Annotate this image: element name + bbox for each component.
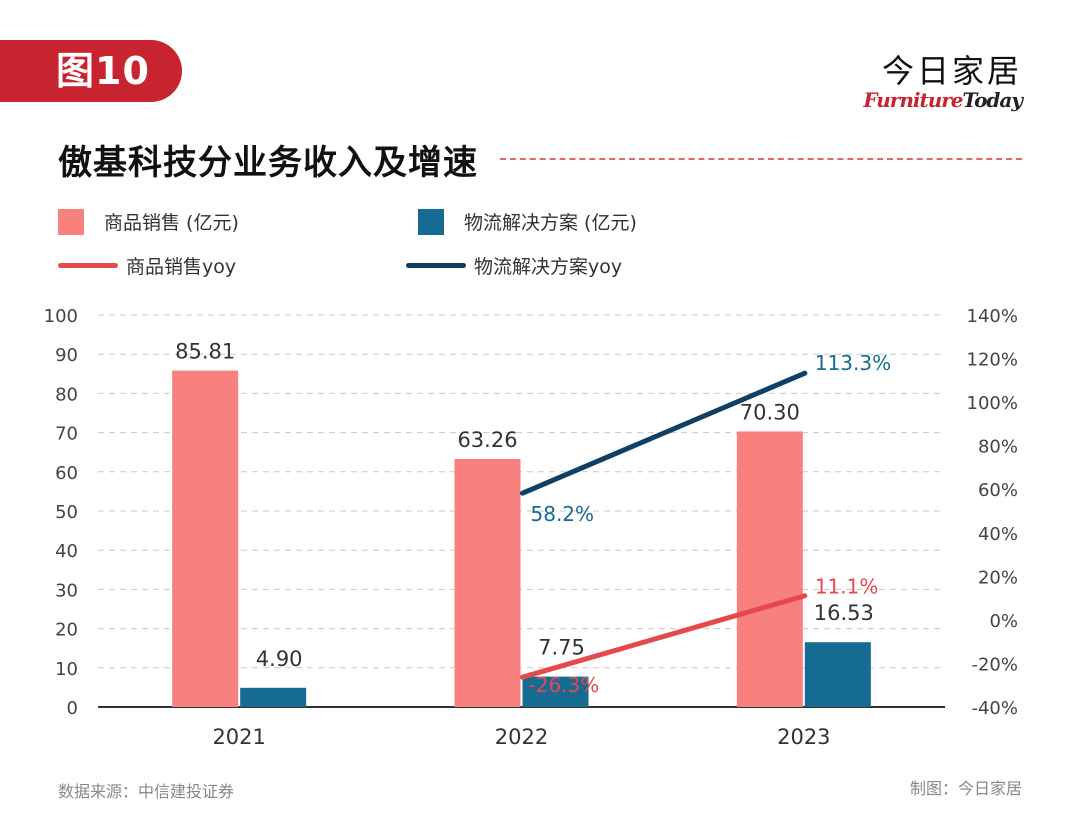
y-left-tick-label: 30 xyxy=(55,580,78,601)
bar-value-label-sales: 63.26 xyxy=(457,428,517,452)
bar-logistics xyxy=(804,642,871,707)
bar-sales xyxy=(172,370,239,707)
legend-label-logistics-yoy: 物流解决方案yoy xyxy=(474,256,623,278)
bar-value-label-sales: 85.81 xyxy=(175,340,235,364)
y-right-tick-label: 140% xyxy=(967,306,1018,327)
y-right-tick-label: -40% xyxy=(971,698,1018,719)
brand-logo-part-2: Today xyxy=(962,88,1023,112)
y-left-tick-label: 60 xyxy=(55,463,78,484)
line-value-label-logistics-yoy: 58.2% xyxy=(531,502,595,526)
legend-line-logistics xyxy=(406,263,466,268)
legend-swatch-sales xyxy=(58,208,84,235)
bar-logistics xyxy=(240,687,307,707)
legend-label-sales-yoy: 商品销售yoy xyxy=(126,256,237,278)
y-left-tick-label: 100 xyxy=(44,306,78,327)
bar-value-label-sales: 70.30 xyxy=(740,400,800,424)
line-value-label-sales-yoy: 11.1% xyxy=(815,575,879,599)
legend-label-sales: 商品销售 (亿元) xyxy=(104,212,239,234)
figure-label: 图10 xyxy=(0,40,182,102)
y-right-tick-label: 20% xyxy=(978,567,1018,588)
y-left-tick-label: 10 xyxy=(55,659,78,680)
y-left-tick-label: 0 xyxy=(67,698,78,719)
chart-credit: 制图：今日家居 xyxy=(909,779,1022,798)
legend-sales-yoy: 商品销售yoy xyxy=(58,252,236,279)
brand-name-cn: 今日家居 xyxy=(881,52,1022,90)
legend-label-logistics: 物流解决方案 (亿元) xyxy=(464,212,637,234)
bar-value-label-logistics: 16.53 xyxy=(814,601,874,625)
x-tick-label: 2023 xyxy=(777,725,830,749)
x-tick-label: 2021 xyxy=(212,725,265,749)
y-right-tick-label: 40% xyxy=(978,524,1018,545)
line-value-label-sales-yoy: -26.3% xyxy=(529,673,600,697)
bar-value-label-logistics: 7.75 xyxy=(538,636,585,660)
y-left-tick-label: 40 xyxy=(55,541,78,562)
brand-logo-en: FurnitureToday xyxy=(863,88,1023,112)
line-value-label-logistics-yoy: 113.3% xyxy=(815,351,891,375)
y-left-tick-label: 90 xyxy=(55,345,78,366)
y-right-tick-label: 60% xyxy=(978,480,1018,501)
y-right-tick-label: 0% xyxy=(989,611,1018,632)
y-right-tick-label: -20% xyxy=(971,654,1018,675)
bar-sales xyxy=(454,459,521,707)
bar-value-label-logistics: 4.90 xyxy=(256,647,303,671)
y-right-tick-label: 120% xyxy=(967,350,1018,371)
brand-logo-part-1: Furniture xyxy=(863,88,963,112)
legend-logistics-bar: 物流解决方案 (亿元) xyxy=(418,208,637,235)
data-source: 数据来源：中信建投证券 xyxy=(58,782,235,801)
legend-line-sales xyxy=(58,263,118,268)
bar-sales xyxy=(736,431,803,707)
line-logistics-yoy xyxy=(520,370,808,496)
y-left-tick-label: 50 xyxy=(55,502,78,523)
y-left-tick-label: 70 xyxy=(55,424,78,445)
x-tick-label: 2022 xyxy=(495,725,548,749)
legend-logistics-yoy: 物流解决方案yoy xyxy=(406,252,622,279)
legend-sales-bar: 商品销售 (亿元) xyxy=(58,208,239,235)
bar-logistics xyxy=(522,676,589,707)
legend-swatch-logistics xyxy=(418,208,444,235)
y-left-tick-label: 20 xyxy=(55,620,78,641)
y-right-tick-label: 80% xyxy=(978,437,1018,458)
line-sales-yoy xyxy=(520,593,808,680)
y-left-tick-label: 80 xyxy=(55,384,78,405)
chart-title: 傲基科技分业务收入及增速 xyxy=(58,143,478,183)
y-right-tick-label: 100% xyxy=(967,393,1018,414)
title-divider xyxy=(500,158,1022,160)
